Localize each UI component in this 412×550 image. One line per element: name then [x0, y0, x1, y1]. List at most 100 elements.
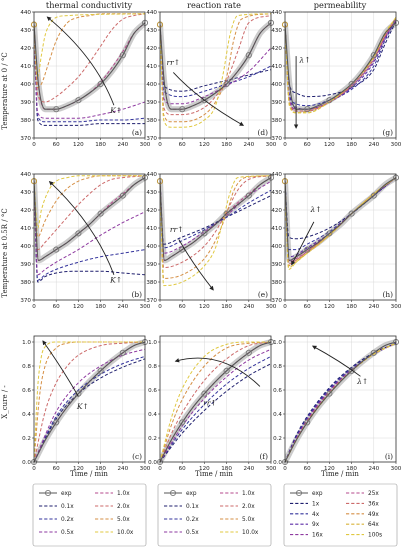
- y-tick-label: 0.0: [273, 460, 282, 466]
- y-tick-label: 0.4: [273, 412, 282, 418]
- panel-b: 0 60 120 180 240 300 370 380 390 400 410 420 430 440 (…: [20, 172, 150, 310]
- series-line-0p1x: [160, 24, 271, 92]
- legend-label: 2.0x: [242, 504, 255, 510]
- series-line-10p0x: [160, 13, 271, 128]
- x-tick-label: 240: [243, 304, 254, 310]
- y-tick-label: 410: [146, 64, 157, 70]
- x-tick-label: 120: [73, 304, 84, 310]
- y-tick-label: 420: [271, 46, 282, 52]
- y-tick-label: 390: [271, 100, 282, 106]
- legend-frame: [32, 483, 147, 547]
- legend-label: exp: [61, 491, 72, 497]
- x-tick-label: 240: [117, 466, 128, 472]
- ylabel-row-1: Temperature at 0 / °C: [1, 52, 9, 129]
- x-tick-label: 300: [140, 142, 151, 148]
- y-tick-label: 420: [146, 208, 157, 214]
- x-tick-label: 300: [391, 466, 402, 472]
- y-tick-label: 390: [146, 262, 157, 268]
- y-tick-label: 0.8: [22, 364, 31, 370]
- x-tick-label: 240: [243, 142, 254, 148]
- annotation-label: rr↑: [203, 398, 217, 407]
- exp-marker: [326, 230, 333, 237]
- series-line-0p5x: [160, 24, 271, 105]
- legend-label: 5.0x: [242, 517, 255, 523]
- series-group: [34, 13, 145, 126]
- legend-label: 64x: [368, 522, 379, 528]
- x-tick-label: 120: [324, 142, 335, 148]
- arrow-lambda-b: [48, 180, 115, 275]
- x-tick-label: 120: [199, 304, 210, 310]
- series-line-10p0x: [160, 175, 271, 287]
- y-tick-label: 400: [146, 82, 157, 88]
- y-tick-label: 390: [146, 100, 157, 106]
- y-tick-label: 0.0: [22, 460, 31, 466]
- panel-label: (f): [259, 452, 268, 461]
- series-line-1x: [285, 20, 396, 98]
- series-line-0p1x: [34, 24, 145, 126]
- x-tick-label: 180: [346, 142, 357, 148]
- exp-marker: [304, 246, 311, 253]
- series-line-2p0x: [34, 175, 145, 251]
- y-tick-label: 0.2: [273, 436, 282, 442]
- series-line-36x: [285, 342, 396, 462]
- y-tick-label: 410: [271, 64, 282, 70]
- series-line-2p0x: [160, 175, 271, 269]
- legend-label: 9x: [312, 522, 320, 528]
- x-tick-label: 180: [95, 466, 106, 472]
- x-tick-label: 300: [391, 142, 402, 148]
- arrow-rr-d: [172, 72, 245, 126]
- exp-marker: [245, 192, 252, 199]
- exp-marker: [75, 97, 82, 104]
- exp-marker: [179, 106, 186, 113]
- x-tick-label: 180: [346, 466, 357, 472]
- panel-h: 0 60 120 180 240 300 370 380 390 400 410 420 430 440 (…: [271, 172, 401, 310]
- plot-frame: [159, 335, 272, 463]
- column-title-permeability: permeability: [314, 0, 367, 10]
- y-tick-label: 440: [20, 172, 31, 178]
- exp-line: [285, 177, 396, 261]
- legend-marker-exp: [44, 489, 52, 497]
- legend-label: 4x: [312, 512, 320, 518]
- legend-label: 25x: [368, 491, 379, 497]
- x-tick-label: 0: [283, 142, 287, 148]
- y-tick-label: 380: [20, 118, 31, 124]
- annotation-label: rr↑: [170, 225, 184, 234]
- x-tick-label: 60: [304, 142, 312, 148]
- annotation-label: rr↑: [167, 58, 181, 67]
- exp-line: [160, 341, 271, 462]
- series-line-0p5x: [34, 24, 145, 119]
- series-line-0p2x: [160, 355, 271, 462]
- series-line-64x: [285, 17, 396, 114]
- y-tick-label: 0.0: [148, 460, 157, 466]
- y-tick-label: 0.4: [22, 412, 31, 418]
- series-line-25x: [285, 342, 396, 462]
- legend-label: 1.0x: [242, 491, 255, 497]
- panel-d: 0 60 120 180 240 300 370 380 390 400 410 420 430 440 (…: [146, 10, 276, 148]
- series-line-100s: [285, 342, 396, 462]
- x-tick-label: 60: [179, 466, 187, 472]
- panel-i: 0 60 120 180 240 300 0.0 0.2 0.4 0.6 0.8 1.0 (i) λ↑: [273, 335, 402, 472]
- x-tick-label: 180: [221, 304, 232, 310]
- legend-label: 0.2x: [186, 517, 199, 523]
- exp-band: [34, 339, 145, 462]
- x-tick-label: 300: [266, 304, 277, 310]
- x-tick-label: 60: [53, 466, 61, 472]
- plot-frame: [284, 11, 397, 139]
- annotation-label: K↑: [76, 402, 89, 411]
- exp-line: [285, 341, 396, 462]
- exp-marker: [245, 349, 252, 356]
- legend-marker-exp: [169, 489, 177, 497]
- series-group: [285, 17, 396, 114]
- y-tick-label: 0.8: [273, 364, 282, 370]
- xlabel-col-1: Time / min: [70, 470, 108, 478]
- series-group: [160, 13, 271, 128]
- series-line-10p0x: [160, 341, 271, 462]
- exp-marker: [245, 52, 252, 59]
- y-tick-label: 440: [271, 172, 282, 178]
- series-line-2p0x: [160, 15, 271, 116]
- plot-frame: [33, 173, 146, 301]
- exp-line: [160, 177, 271, 261]
- x-tick-label: 0: [158, 304, 162, 310]
- y-tick-label: 420: [146, 46, 157, 52]
